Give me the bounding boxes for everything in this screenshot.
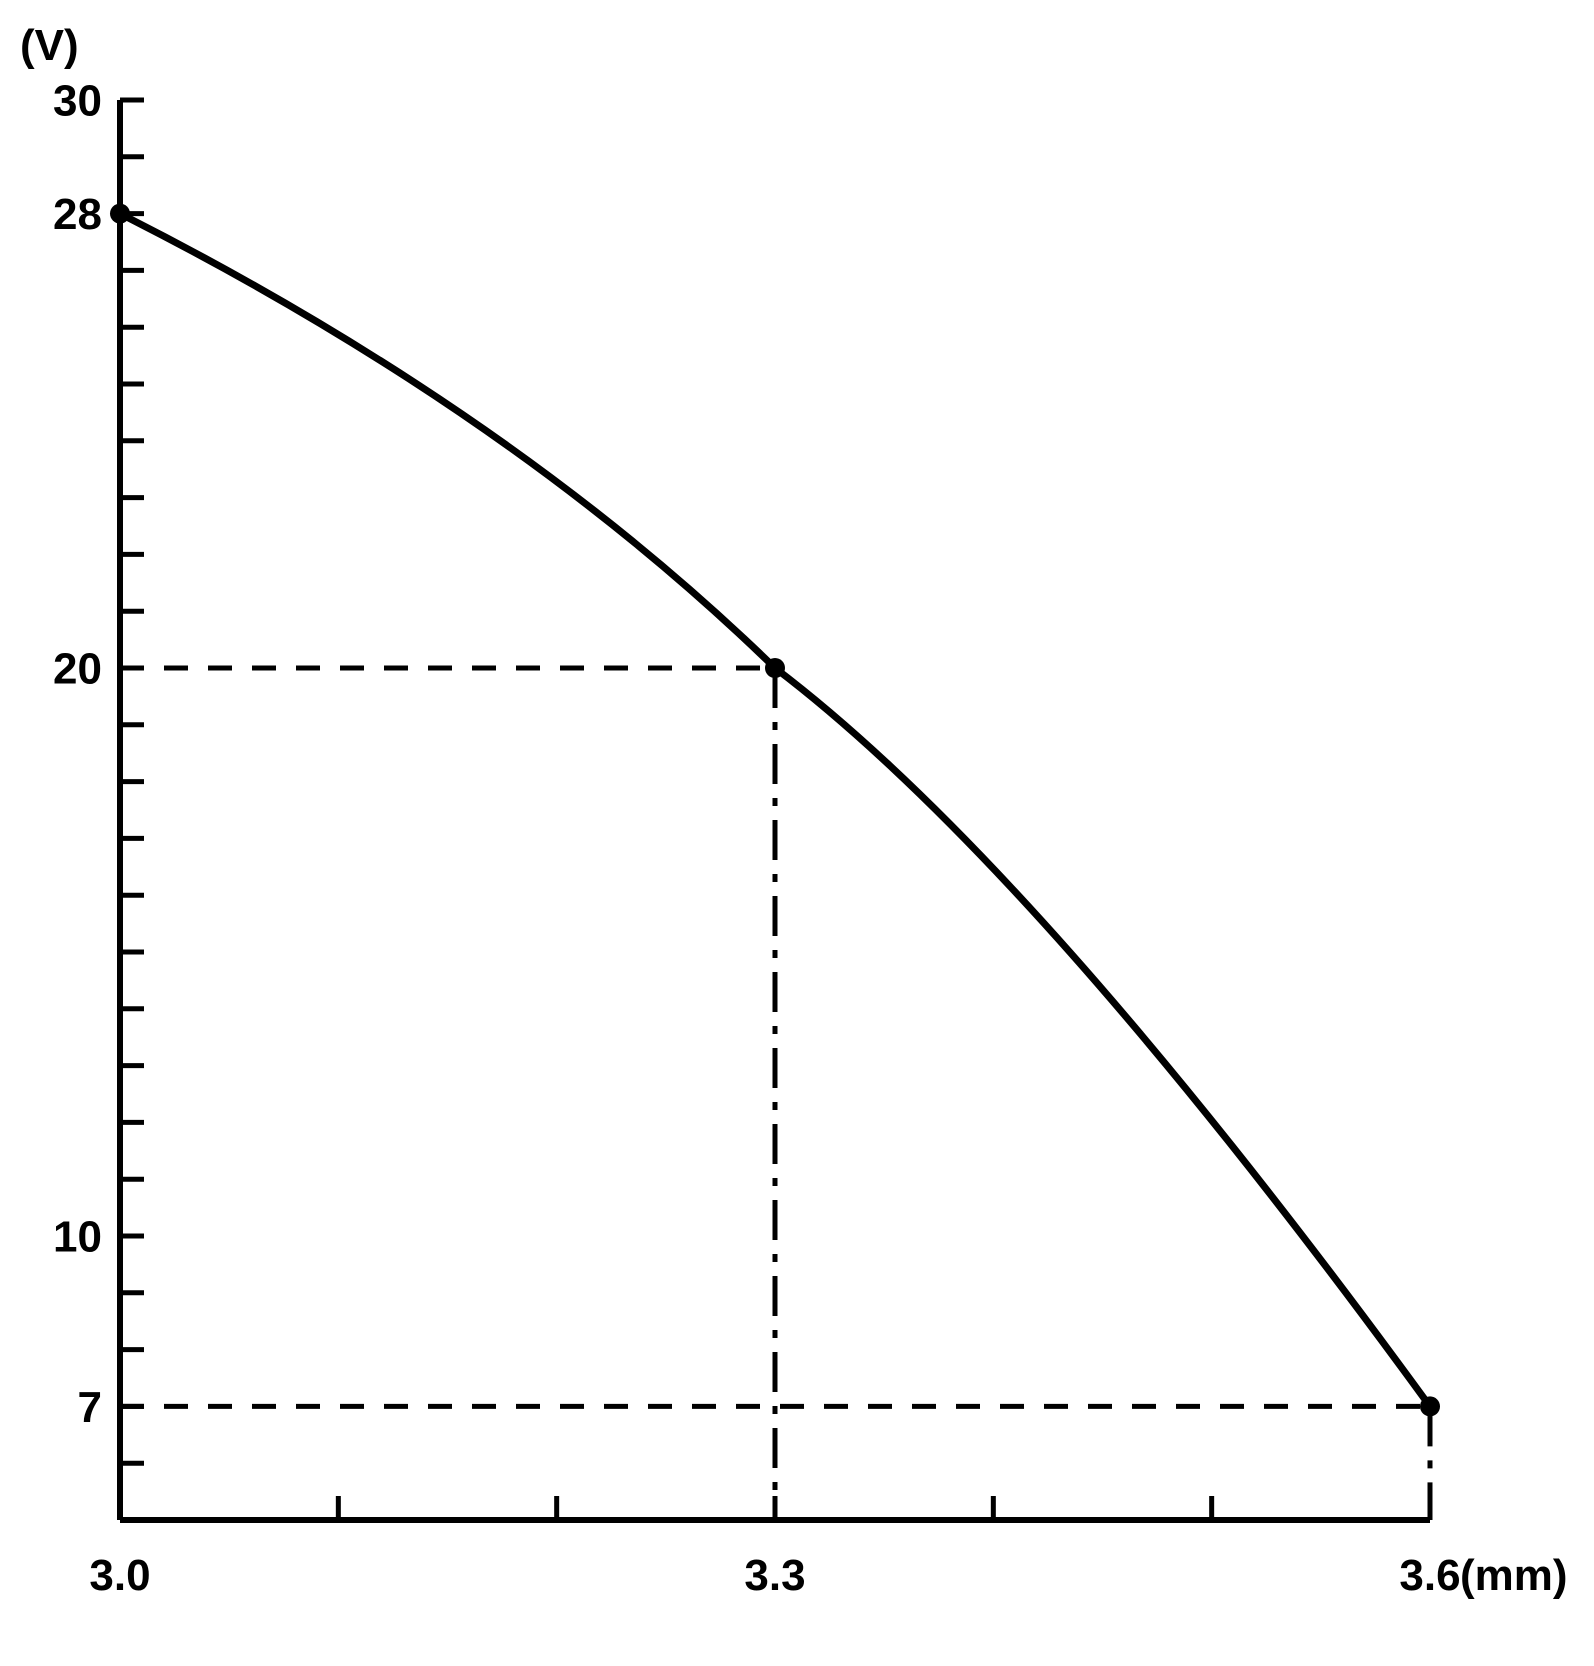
y-tick-label: 30 (53, 76, 102, 125)
y-tick-label: 28 (53, 190, 102, 239)
y-tick-label: 7 (78, 1383, 102, 1432)
x-tick-label: 3.0 (89, 1551, 150, 1600)
y-tick-label: 20 (53, 644, 102, 693)
chart-background (0, 0, 1594, 1666)
x-tick-label: 3.6 (1399, 1551, 1460, 1600)
data-point-marker (1420, 1396, 1440, 1416)
x-tick-label: 3.3 (744, 1551, 805, 1600)
y-axis-unit: (V) (20, 21, 79, 70)
x-axis-unit: (mm) (1460, 1551, 1568, 1600)
data-point-marker (110, 204, 130, 224)
y-tick-label: 10 (53, 1212, 102, 1261)
voltage-vs-distance-chart: 7 10 20 28 30 (V) 3.0 3.3 3.6(mm) (0, 0, 1594, 1666)
data-point-marker (765, 658, 785, 678)
